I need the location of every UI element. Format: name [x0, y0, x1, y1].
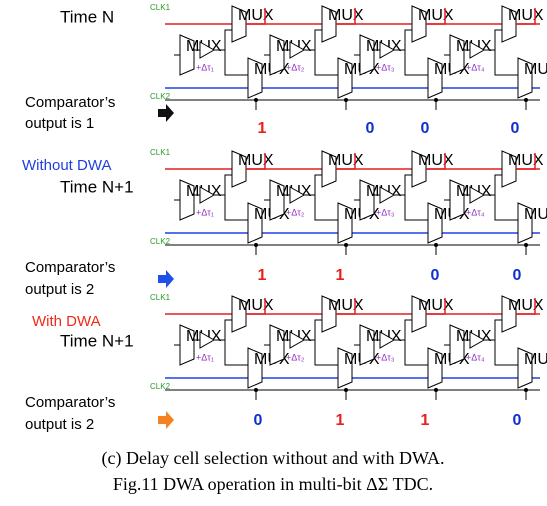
node: [434, 243, 438, 247]
output-value: 0: [431, 267, 440, 284]
clk-label: CLK1: [150, 293, 171, 302]
delay-label: +Δτ₄: [466, 62, 485, 72]
mux-label: MUX: [238, 7, 274, 24]
comparator-label: output is 2: [25, 281, 94, 298]
output-value: 1: [421, 412, 430, 429]
mux-label: MUX: [508, 152, 544, 169]
delay-label: +Δτ₂: [286, 62, 305, 72]
comparator-label: Comparator’s: [25, 94, 115, 111]
delay-label: +Δτ₄: [466, 352, 485, 362]
wire: [225, 195, 248, 220]
arrow: [158, 104, 174, 122]
output-value: 0: [513, 412, 522, 429]
wire: [495, 195, 518, 220]
output-value: 1: [336, 267, 345, 284]
output-value: 1: [336, 412, 345, 429]
wire: [495, 340, 518, 365]
wire: [315, 50, 338, 75]
output-value: 1: [258, 267, 267, 284]
node: [524, 243, 528, 247]
time-label: Time N: [60, 7, 114, 26]
delay-label: +Δτ₄: [466, 207, 485, 217]
mux-label: MUX: [328, 7, 364, 24]
node: [254, 98, 258, 102]
node: [254, 388, 258, 392]
figure: (c) Delay cell selection without and wit…: [0, 0, 547, 506]
mode-label: With DWA: [32, 313, 101, 330]
output-value: 0: [513, 267, 522, 284]
node: [434, 388, 438, 392]
mux-label: MUX: [508, 7, 544, 24]
wire: [495, 50, 518, 75]
delay-label: +Δτ₃: [376, 207, 395, 217]
delay-label: +Δτ₁: [196, 352, 214, 362]
node: [344, 243, 348, 247]
wire: [225, 340, 248, 365]
mux-label: MUX: [524, 61, 547, 78]
comparator-label: Comparator’s: [25, 394, 115, 411]
mode-label: Without DWA: [22, 157, 111, 174]
clk-label: CLK1: [150, 148, 171, 157]
delay-label: +Δτ₂: [286, 352, 305, 362]
arrow: [158, 411, 174, 429]
wire: [405, 195, 428, 220]
mux-label: MUX: [508, 297, 544, 314]
output-value: 0: [366, 120, 375, 137]
output-value: 0: [511, 120, 520, 137]
delay-label: +Δτ₂: [286, 207, 305, 217]
mux-label: MUX: [418, 7, 454, 24]
delay-label: +Δτ₁: [196, 207, 214, 217]
mux-label: MUX: [418, 297, 454, 314]
wire: [405, 50, 428, 75]
time-label: Time N+1: [60, 331, 134, 350]
node: [524, 388, 528, 392]
comparator-label: output is 1: [25, 115, 94, 132]
comparator-label: output is 2: [25, 416, 94, 433]
node: [344, 388, 348, 392]
clk-label: CLK1: [150, 3, 171, 12]
wire: [225, 50, 248, 75]
node: [254, 243, 258, 247]
mux-label: MUX: [328, 297, 364, 314]
mux-label: MUX: [418, 152, 454, 169]
node: [344, 98, 348, 102]
node: [524, 98, 528, 102]
arrow: [158, 270, 174, 288]
wire: [315, 195, 338, 220]
output-value: 1: [258, 120, 267, 137]
time-label: Time N+1: [60, 177, 134, 196]
node: [434, 98, 438, 102]
delay-label: +Δτ₃: [376, 62, 395, 72]
wire: [405, 340, 428, 365]
mux-label: MUX: [524, 206, 547, 223]
output-value: 0: [421, 120, 430, 137]
comparator-label: Comparator’s: [25, 259, 115, 276]
caption-line: (c) Delay cell selection without and wit…: [102, 448, 445, 469]
mux-label: MUX: [238, 152, 274, 169]
delay-label: +Δτ₃: [376, 352, 395, 362]
mux-label: MUX: [524, 351, 547, 368]
mux-label: MUX: [328, 152, 364, 169]
wire: [315, 340, 338, 365]
delay-label: +Δτ₁: [196, 62, 214, 72]
caption-line: Fig.11 DWA operation in multi-bit ΔΣ TDC…: [113, 474, 433, 494]
output-value: 0: [254, 412, 263, 429]
mux-label: MUX: [238, 297, 274, 314]
